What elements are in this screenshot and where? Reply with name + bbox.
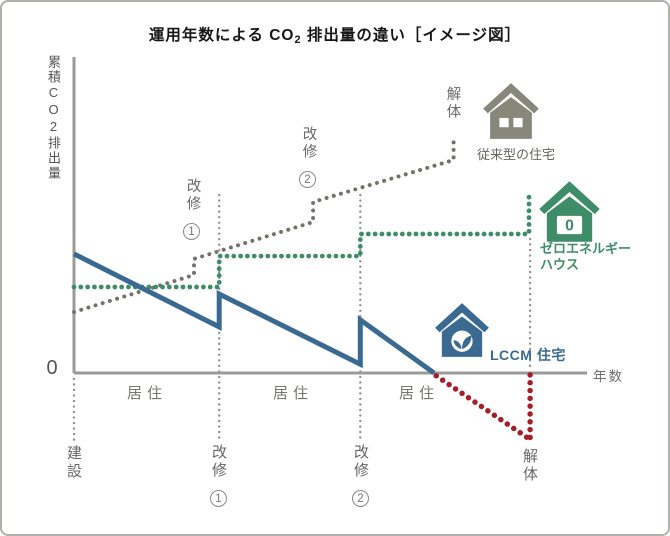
leaf-icon: [453, 335, 472, 350]
zero-badge-text: 0: [565, 217, 574, 234]
event-renovation1-number-icon: 1: [210, 490, 227, 507]
leaf-circle: [451, 330, 473, 352]
event-renovation2-number-icon: 2: [352, 490, 369, 507]
event-renovation1-label: 改修: [210, 444, 227, 480]
chart-title: 運用年数による CO2 排出量の違い［イメージ図］: [2, 23, 668, 46]
event-renovation2-label: 改修: [352, 444, 369, 480]
lccm-house-label: LCCM 住宅: [490, 347, 566, 363]
title-subscript: 2: [294, 34, 302, 46]
conv-demolition-label: 解体: [444, 86, 461, 121]
event-construction-label: 建設: [65, 445, 82, 481]
series-conventional: [72, 133, 456, 314]
period-label-2: 居住: [272, 385, 313, 402]
event-demolition-label: 解体: [521, 448, 538, 484]
conv-renovation1-number-icon: 1: [183, 223, 200, 240]
period-label-1: 居住: [126, 385, 167, 402]
zero-badge: [556, 215, 583, 235]
conv-renovation2-number-icon: 2: [299, 171, 316, 188]
series-lccm-demolition-1: [433, 373, 531, 441]
conventional-house-icon: [483, 83, 539, 139]
series-lccm: [72, 251, 436, 376]
period-label-3: 居住: [398, 385, 439, 402]
title-text: 運用年数による CO: [148, 27, 295, 44]
zero-energy-label-line1: ゼロエネルギー: [540, 241, 632, 256]
zero-energy-house-label: ゼロエネルギー ハウス: [540, 241, 631, 273]
lccm-house-icon: [435, 303, 489, 357]
conv-renovation1-label: 改修: [184, 178, 201, 213]
zero-energy-label-line2: ハウス: [540, 257, 580, 272]
title-text-2: 排出量の違い［イメージ図］: [301, 27, 522, 44]
series-zeh: [71, 189, 532, 290]
zero-energy-house-icon: 0: [539, 181, 600, 242]
conv-renovation2-label: 改修: [300, 126, 317, 161]
y-axis-label: 累積CO2排出量: [46, 55, 61, 181]
conventional-house-label: 従来型の住宅: [476, 147, 555, 162]
x-axis-label: 年数: [593, 369, 624, 384]
house-window-icon: [513, 117, 523, 128]
house-window-icon: [499, 117, 509, 128]
origin-zero-label: 0: [46, 357, 58, 379]
